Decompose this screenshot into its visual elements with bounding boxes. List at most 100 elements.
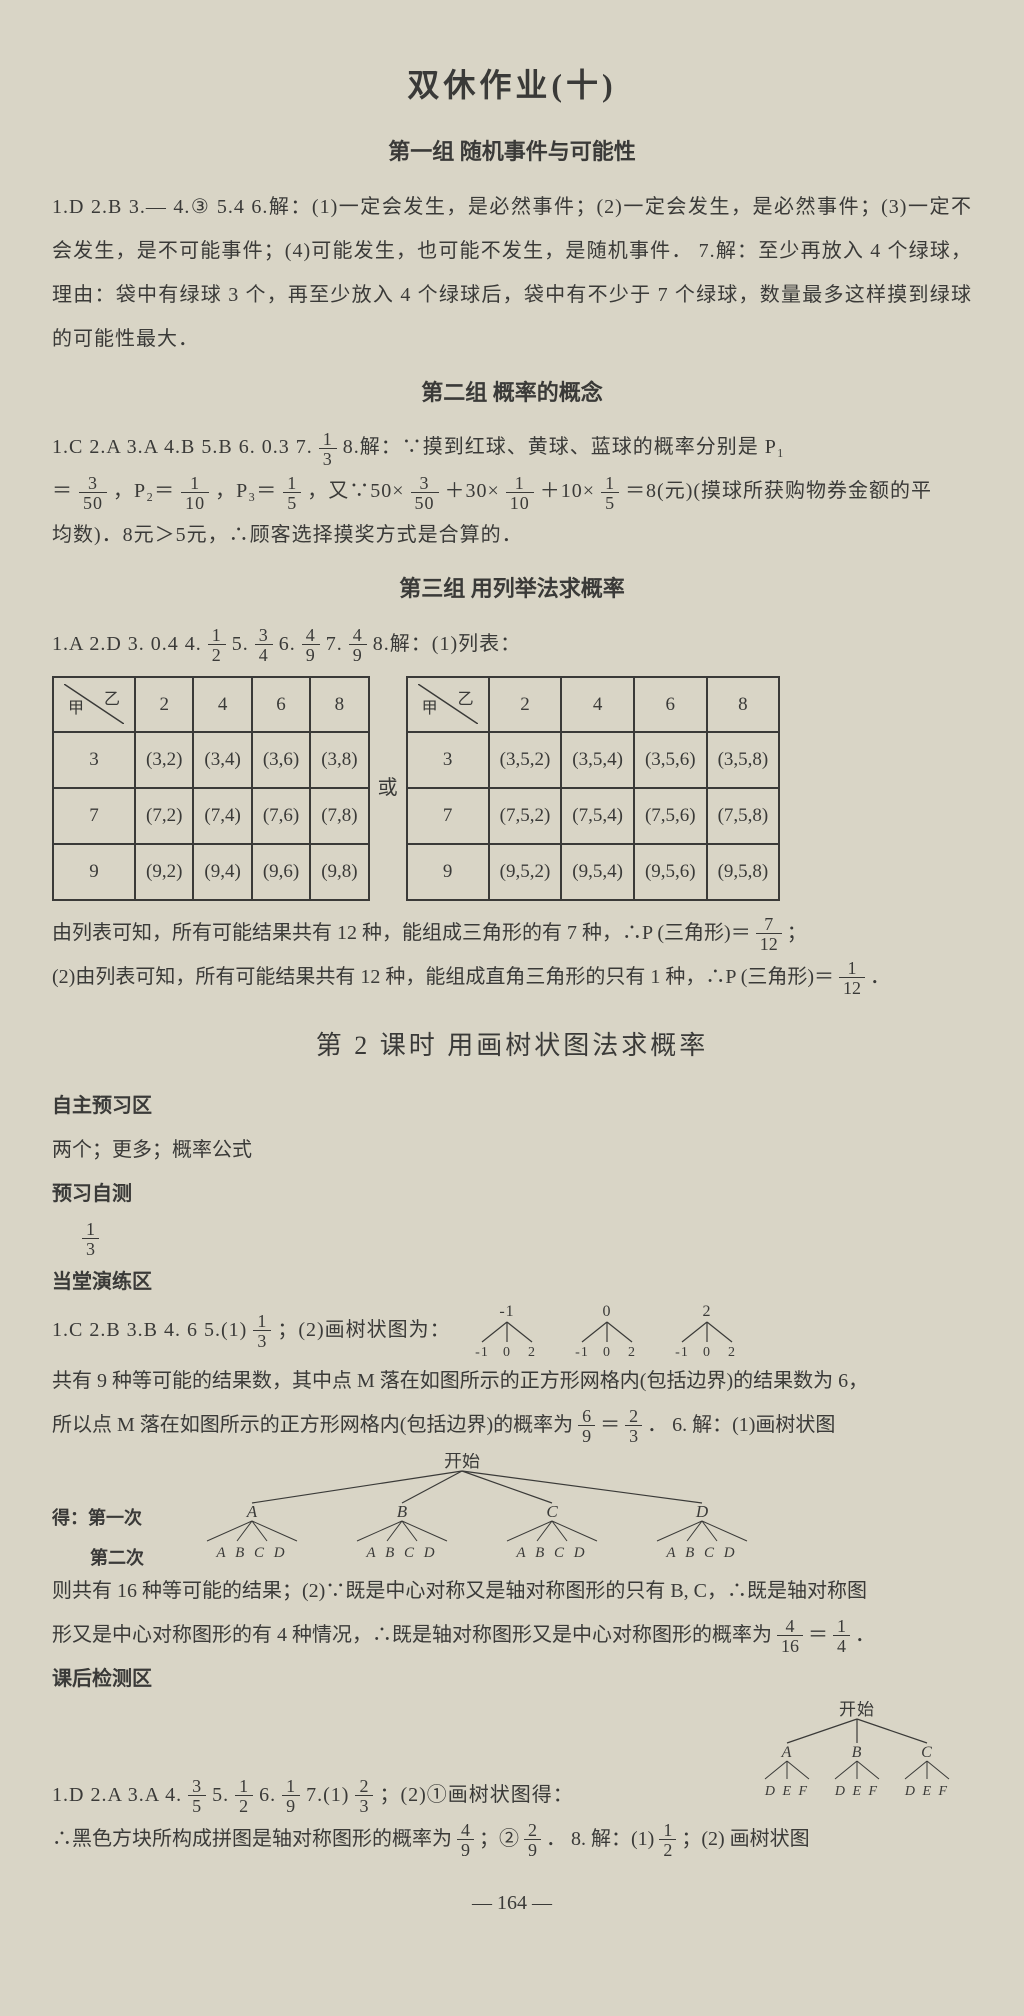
- t: ＋10×: [540, 480, 595, 502]
- classroom-line2: 共有 9 种等可能的结果数，其中点 M 落在如图所示的正方形网格内(包括边界)的…: [52, 1359, 972, 1403]
- t: 5.: [232, 633, 249, 655]
- svg-text:A B C D: A B C D: [665, 1545, 737, 1561]
- group1-heading: 第一组 随机事件与可能性: [52, 128, 972, 176]
- t: ．: [870, 966, 890, 988]
- big-tree-container: 开始ABCDA B C DA B C DA B C DA B C D得：第一次第…: [52, 1453, 972, 1563]
- svg-text:0: 0: [602, 1304, 611, 1320]
- after-table-2: (2)由列表可知，所有可能结果共有 12 种，能组成直角三角形的只有 1 种，∴…: [52, 955, 972, 999]
- frac-6-9: 69: [578, 1407, 595, 1445]
- t: 5.: [212, 1784, 229, 1806]
- t: ＝: [600, 1414, 620, 1436]
- svg-text:0: 0: [603, 1345, 611, 1359]
- lesson-title: 第 2 课时 用画树状图法求概率: [52, 1017, 972, 1074]
- t: 1.D 2.A 3.A 4.: [52, 1784, 182, 1806]
- t: ，又∵50×: [307, 480, 404, 502]
- svg-text:0: 0: [503, 1345, 511, 1359]
- t: ，P₂＝: [113, 480, 175, 502]
- svg-text:D E F: D E F: [764, 1784, 809, 1799]
- svg-text:2: 2: [702, 1304, 711, 1320]
- table-2: 乙甲24683(3,5,2)(3,5,4)(3,5,6)(3,5,8)7(7,5…: [406, 676, 781, 901]
- svg-text:A: A: [246, 1502, 258, 1521]
- t: (2)由列表可知，所有可能结果共有 12 种，能组成直角三角形的只有 1 种，∴…: [52, 966, 834, 988]
- frac-3-50b: 350: [411, 474, 439, 512]
- t: ∴黑色方块所构成拼图是轴对称图形的概率为: [52, 1828, 452, 1850]
- svg-text:A B C D: A B C D: [515, 1545, 587, 1561]
- or-label: 或: [376, 766, 400, 810]
- frac-4-9b: 49: [349, 626, 367, 664]
- posttest-heading: 课后检测区: [52, 1657, 972, 1701]
- svg-text:A B C D: A B C D: [365, 1545, 437, 1561]
- t: ；(2)①画树状图得：: [379, 1784, 573, 1806]
- svg-text:2: 2: [728, 1345, 736, 1359]
- frac-1-9: 19: [282, 1777, 300, 1815]
- t: ；: [787, 922, 807, 944]
- t: 所以点 M 落在如图所示的正方形网格内(包括边界)的概率为: [52, 1414, 573, 1436]
- frac-1-2: 12: [208, 626, 226, 664]
- group2-heading: 第二组 概率的概念: [52, 369, 972, 417]
- svg-text:A B C D: A B C D: [215, 1545, 287, 1561]
- t: 1.C 2.B 3.B 4. 6 5.(1): [52, 1319, 247, 1341]
- svg-text:D E F: D E F: [834, 1784, 879, 1799]
- frac-1-3c: 13: [253, 1312, 271, 1350]
- svg-text:A: A: [781, 1744, 793, 1761]
- frac-2-3b: 23: [355, 1777, 373, 1815]
- svg-text:-1: -1: [675, 1345, 689, 1359]
- classroom-line1: 1.C 2.B 3.B 4. 6 5.(1) 13 ；(2)画树状图为： -1-…: [52, 1304, 972, 1359]
- svg-text:-1: -1: [475, 1345, 489, 1359]
- t: 形又是中心对称图形的有 4 种情况，∴既是轴对称图形又是中心对称图形的概率为: [52, 1624, 772, 1646]
- svg-text:-1: -1: [575, 1345, 589, 1359]
- t: ． 6. 解：(1)画树状图: [647, 1414, 835, 1436]
- table-1: 乙甲24683(3,2)(3,4)(3,6)(3,8)7(7,2)(7,4)(7…: [52, 676, 370, 901]
- frac-4-9: 49: [302, 626, 320, 664]
- frac-2-3: 23: [625, 1407, 642, 1445]
- classroom-after1: 则共有 16 种等可能的结果；(2)∵既是中心对称又是轴对称图形的只有 B, C…: [52, 1569, 972, 1613]
- t: ．: [855, 1624, 875, 1646]
- frac-1-3: 13: [319, 430, 337, 468]
- svg-text:2: 2: [628, 1345, 636, 1359]
- classroom-heading: 当堂演练区: [52, 1260, 972, 1304]
- svg-text:D: D: [695, 1502, 709, 1521]
- g2-l1-mid: 8.解：∵摸到红球、黄球、蓝球的概率分别是 P₁: [343, 436, 785, 458]
- svg-text:B: B: [397, 1502, 408, 1521]
- frac-7-12: 712: [756, 915, 782, 953]
- classroom-line3: 所以点 M 落在如图所示的正方形网格内(包括边界)的概率为 69 ＝ 23 ． …: [52, 1403, 972, 1447]
- frac-1-5b: 15: [601, 474, 619, 512]
- t: 8.解：(1)列表：: [373, 633, 521, 655]
- frac-1-3b: 13: [82, 1220, 99, 1258]
- group3-ans: 1.A 2.D 3. 0.4 4. 12 5. 34 6. 49 7. 49 8…: [52, 622, 972, 666]
- frac-1-4: 14: [833, 1617, 850, 1655]
- svg-text:开始: 开始: [839, 1701, 875, 1719]
- selftest-heading: 预习自测: [52, 1172, 972, 1216]
- svg-text:开始: 开始: [444, 1453, 480, 1471]
- tables-row: 乙甲24683(3,2)(3,4)(3,6)(3,8)7(7,2)(7,4)(7…: [52, 676, 972, 901]
- frac-3-50: 350: [79, 474, 107, 512]
- t: 7.(1): [306, 1784, 349, 1806]
- frac-4-9c: 49: [457, 1821, 474, 1859]
- t: ；(2) 画树状图: [681, 1828, 809, 1850]
- t: ＋30×: [445, 480, 500, 502]
- after-table-1: 由列表可知，所有可能结果共有 12 种，能组成三角形的有 7 种，∴P (三角形…: [52, 911, 972, 955]
- t: ． 8. 解：(1): [546, 1828, 654, 1850]
- page-title: 双休作业(十): [52, 50, 972, 120]
- t: ，P₃＝: [215, 480, 277, 502]
- svg-text:D E F: D E F: [904, 1784, 949, 1799]
- t: ；(2)画树状图为：: [277, 1319, 450, 1341]
- group3-heading: 第三组 用列举法求概率: [52, 565, 972, 613]
- t: ＝: [52, 480, 73, 502]
- pt-tree: 开始 A B C D E F D E F D E F: [742, 1701, 972, 1817]
- t: 6.: [259, 1784, 276, 1806]
- svg-text:2: 2: [528, 1345, 536, 1359]
- frac-1-2b: 12: [235, 1777, 253, 1815]
- group2-line3: 均数)．8元＞5元，∴顾客选择摸奖方式是合算的．: [52, 513, 972, 557]
- selftest-answer: 13: [52, 1216, 972, 1260]
- frac-1-12: 112: [839, 959, 865, 997]
- svg-text:B: B: [852, 1744, 863, 1761]
- mini-trees: -1-1020-1022-102: [457, 1319, 757, 1341]
- t: ＝: [808, 1624, 828, 1646]
- svg-text:0: 0: [703, 1345, 711, 1359]
- t: ＝8(元)(摸球所获购物券金额的平: [625, 480, 932, 502]
- frac-4-16: 416: [777, 1617, 803, 1655]
- frac-3-5: 35: [188, 1777, 206, 1815]
- g2-l1-prefix: 1.C 2.A 3.A 4.B 5.B 6. 0.3 7.: [52, 436, 313, 458]
- svg-text:C: C: [921, 1744, 933, 1761]
